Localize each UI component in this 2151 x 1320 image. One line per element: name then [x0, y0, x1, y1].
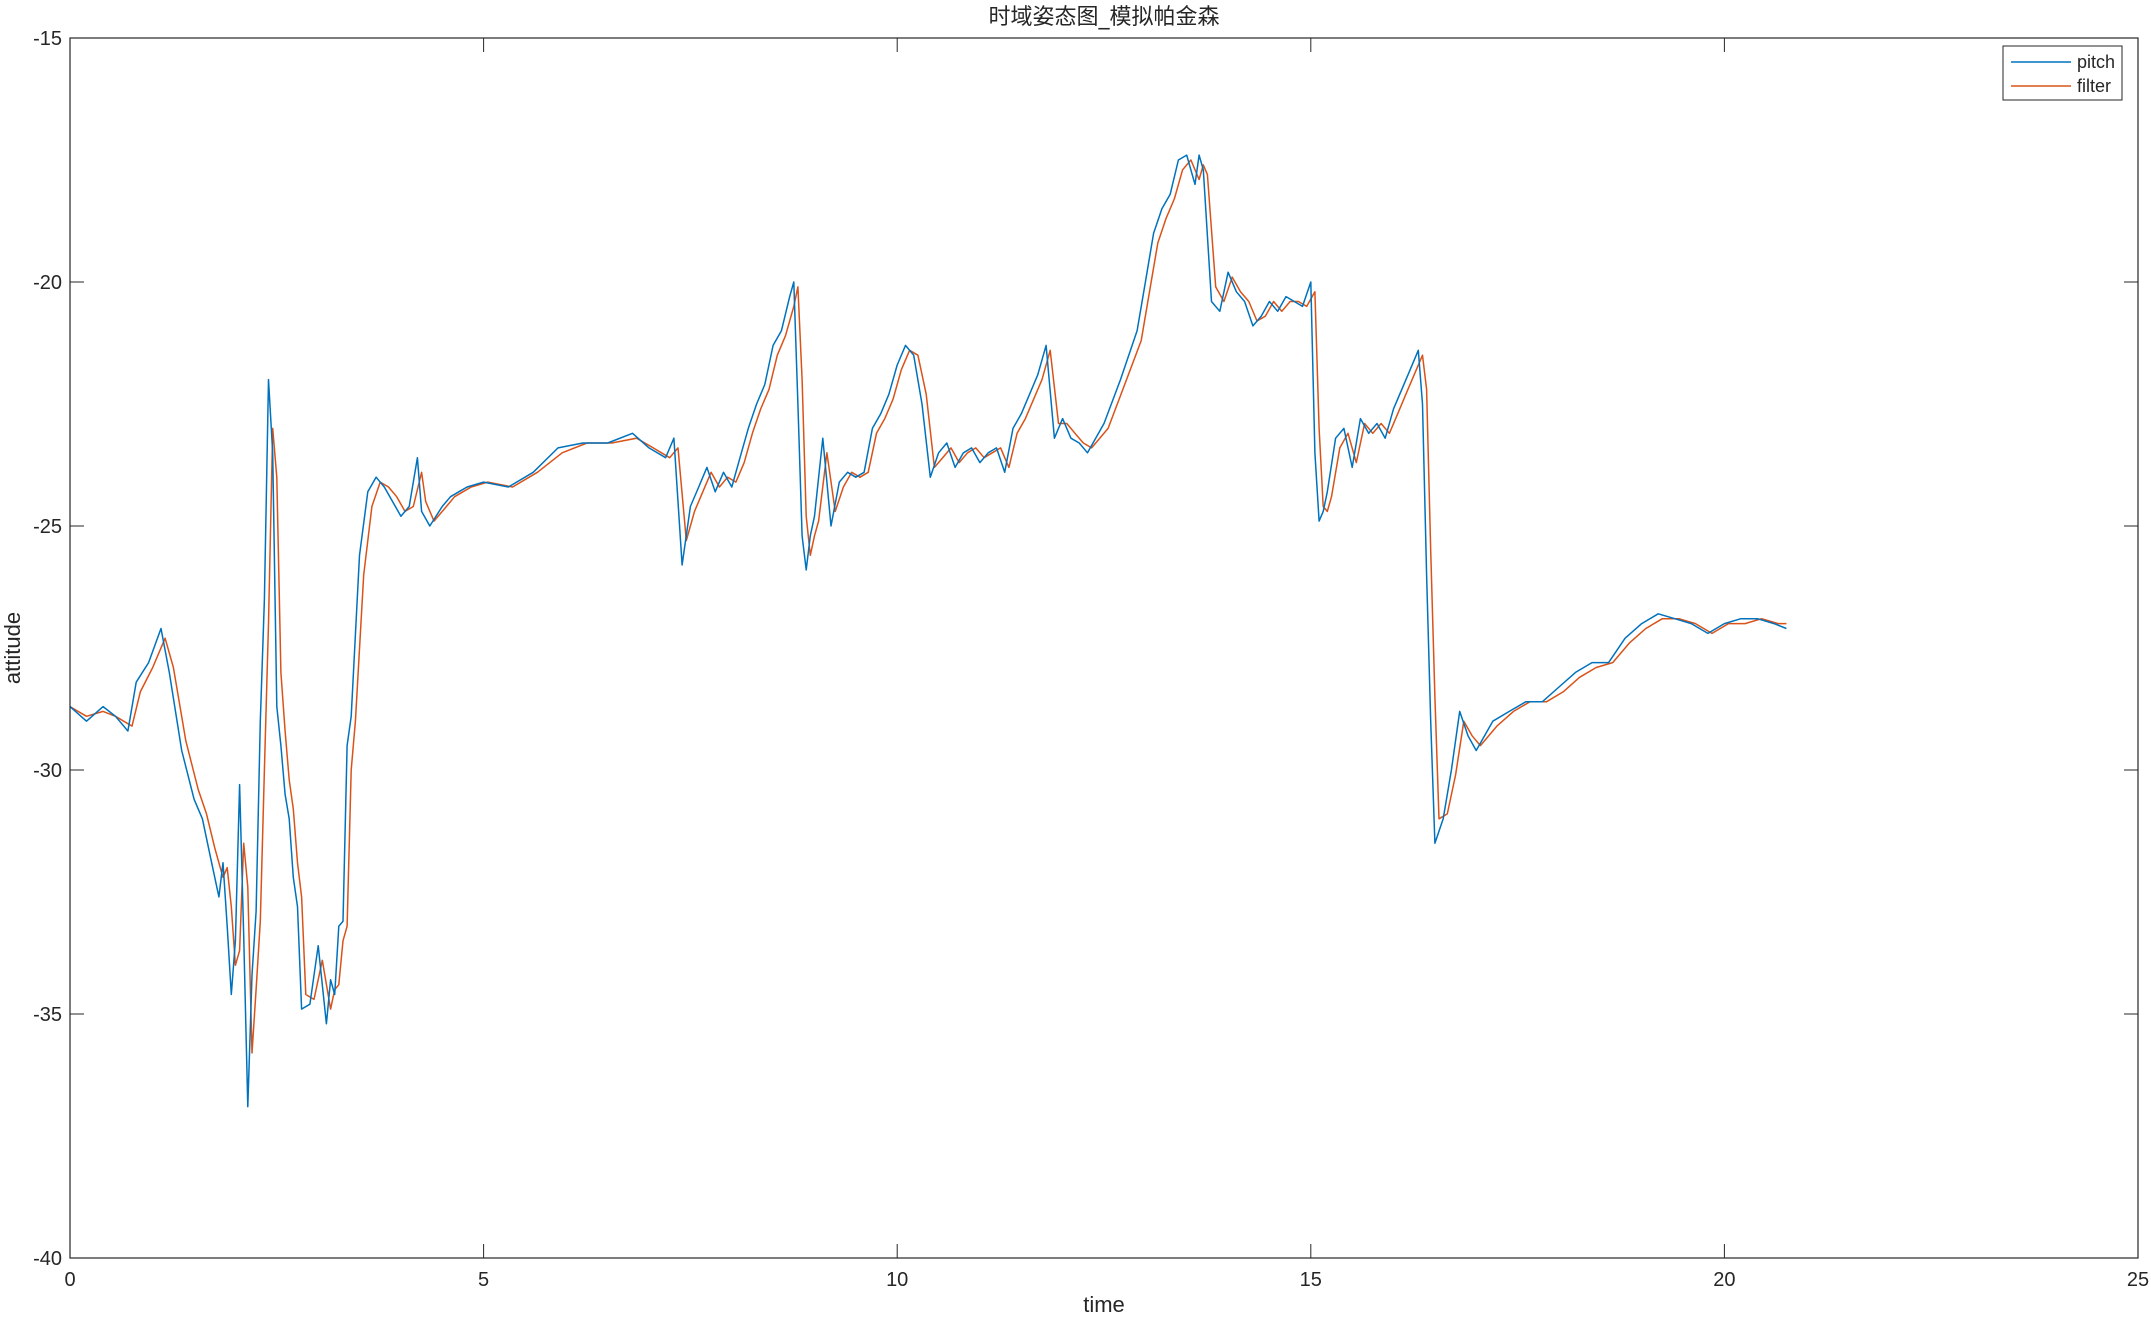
legend[interactable]: pitch filter: [2002, 45, 2123, 101]
x-tick-label: 20: [1713, 1269, 1735, 1291]
x-tick-label: 25: [2127, 1269, 2149, 1291]
y-tick-label: -25: [33, 516, 62, 538]
y-tick-label: -30: [33, 760, 62, 782]
series-layer: [69, 154, 1787, 1108]
series-line-filter: [69, 159, 1787, 1054]
series-line-pitch: [69, 154, 1787, 1108]
y-axis-label: attitude: [0, 612, 25, 684]
x-tick-label: 5: [478, 1269, 489, 1291]
y-tick-label: -15: [33, 28, 62, 50]
y-tick-label: -35: [33, 1004, 62, 1026]
x-tick-label: 15: [1300, 1269, 1322, 1291]
x-tick-label: 10: [886, 1269, 908, 1291]
y-tick-label: -40: [33, 1248, 62, 1270]
legend-entry-pitch: pitch: [2077, 52, 2115, 72]
plot-area-frame: [69, 37, 2139, 1259]
x-axis-label: time: [1083, 1292, 1125, 1317]
legend-box: [2002, 45, 2123, 101]
legend-entry-filter: filter: [2077, 76, 2111, 96]
y-tick-label: -20: [33, 272, 62, 294]
x-tick-label: 0: [64, 1269, 75, 1291]
chart-title: 时域姿态图_模拟帕金森: [988, 5, 1219, 30]
